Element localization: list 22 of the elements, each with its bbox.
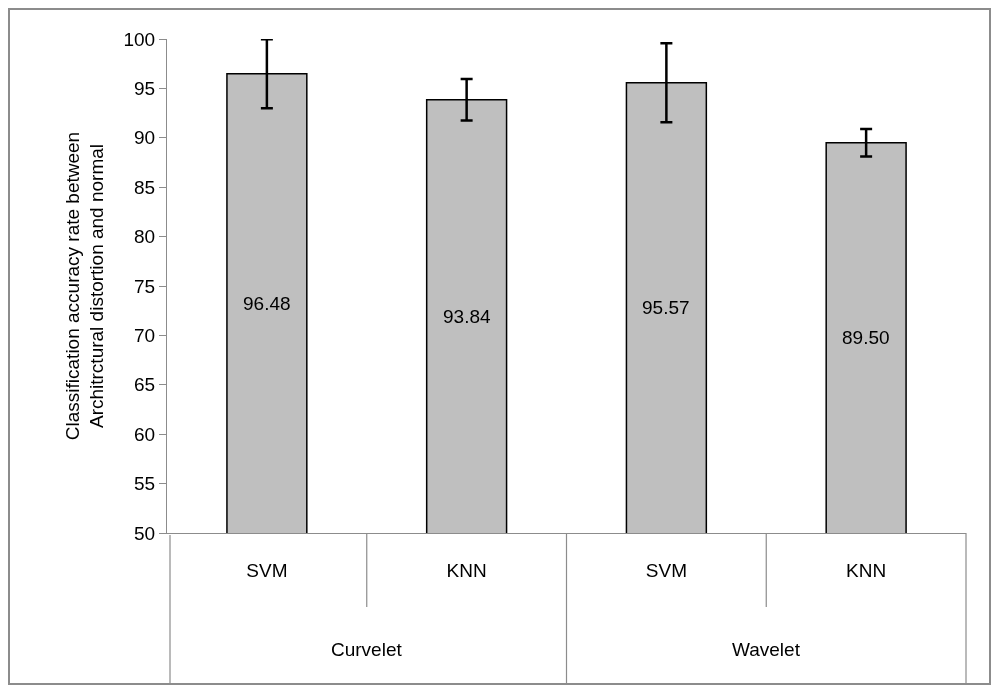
y-tick-label: 90 — [133, 127, 156, 149]
y-tick-label: 55 — [133, 473, 156, 495]
data-label: 95.57 — [642, 297, 690, 318]
y-tick-label: 70 — [133, 325, 156, 347]
y-tick-label: 80 — [133, 226, 156, 248]
text: Wavelet — [732, 639, 801, 660]
y-tick-label: 100 — [123, 28, 156, 50]
y-tick-label: 50 — [133, 522, 156, 544]
data-label: 93.84 — [443, 306, 491, 327]
data-label: 89.50 — [842, 327, 890, 348]
y-tick-label: 95 — [133, 78, 156, 100]
y-tick-label: 75 — [133, 275, 156, 297]
y-tick-label: 60 — [133, 423, 156, 445]
x-tick-label: KNN — [446, 559, 487, 581]
y-tick-label: 65 — [133, 374, 156, 396]
x-tick-label: SVM — [246, 559, 288, 581]
x-tick-label: SVM — [645, 559, 687, 581]
x-tick-label: KNN — [846, 559, 887, 581]
y-axis-title: Classification accuracy rate between Architrctural distortion and normal — [61, 131, 108, 441]
data-label: 96.48 — [243, 293, 291, 314]
y-tick-label: 85 — [133, 176, 156, 198]
text: Curvelet — [331, 639, 403, 660]
